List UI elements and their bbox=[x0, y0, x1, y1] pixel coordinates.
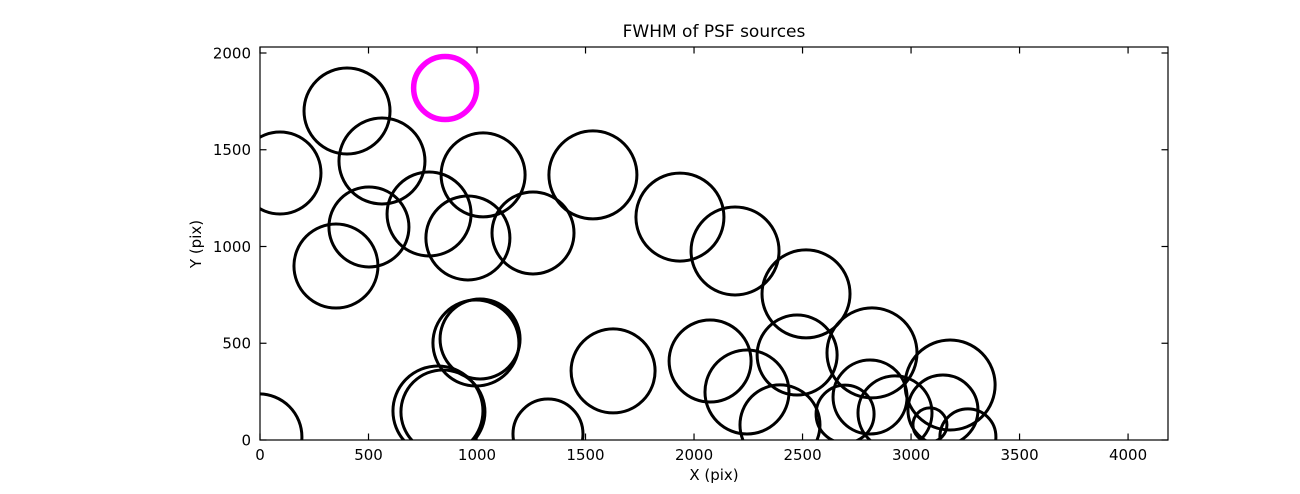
psf-source-circle bbox=[903, 338, 997, 432]
psf-source-circle bbox=[856, 374, 934, 440]
psf-source-circle bbox=[337, 116, 427, 206]
y-tick-label: 0 bbox=[241, 432, 251, 450]
psf-source-circle bbox=[814, 383, 876, 440]
psf-source-circle bbox=[547, 129, 639, 221]
psf-source-circle bbox=[569, 327, 657, 415]
y-axis-ticks bbox=[260, 52, 1168, 441]
x-tick-label: 3500 bbox=[1000, 446, 1038, 464]
psf-source-circle bbox=[260, 392, 304, 440]
psf-source-circle bbox=[511, 397, 585, 440]
x-tick-label: 1500 bbox=[566, 446, 604, 464]
x-axis-label: X (pix) bbox=[689, 466, 738, 484]
psf-source-circle bbox=[911, 406, 949, 440]
chart-title: FWHM of PSF sources bbox=[623, 22, 806, 42]
psf-source-circle bbox=[634, 171, 726, 263]
psf-source-circle bbox=[292, 222, 380, 310]
psf-source-circle bbox=[760, 248, 852, 340]
x-tick-label: 1000 bbox=[458, 446, 496, 464]
psf-source-circle bbox=[689, 205, 781, 297]
psf-sources-layer bbox=[260, 53, 998, 440]
psf-source-circle bbox=[938, 407, 998, 440]
y-axis-label: Y (pix) bbox=[187, 220, 205, 269]
x-tick-label: 2500 bbox=[783, 446, 821, 464]
psf-source-circle bbox=[302, 66, 392, 156]
psf-source-circle bbox=[667, 318, 753, 404]
psf-source-circle bbox=[490, 190, 576, 276]
psf-source-circle bbox=[439, 131, 527, 219]
psf-source-circle bbox=[703, 348, 791, 436]
x-tick-label: 2000 bbox=[675, 446, 713, 464]
y-axis-tick-labels: 0 500 1000 1500 2000 bbox=[213, 44, 251, 449]
y-tick-label: 1500 bbox=[213, 141, 251, 159]
psf-source-circle bbox=[327, 185, 411, 269]
x-tick-label: 4000 bbox=[1109, 446, 1147, 464]
psf-source-circle bbox=[260, 130, 323, 216]
y-tick-label: 500 bbox=[222, 335, 251, 353]
y-tick-label: 1000 bbox=[213, 238, 251, 256]
psf-source-circle bbox=[738, 383, 822, 440]
x-tick-label: 500 bbox=[354, 446, 383, 464]
x-axis-tick-labels: 0 500 1000 1500 2000 2500 3000 3500 4000 bbox=[255, 446, 1147, 464]
psf-source-circle bbox=[424, 194, 512, 282]
highlight-source-circle bbox=[410, 53, 480, 123]
x-tick-label: 3000 bbox=[892, 446, 930, 464]
psf-source-circle bbox=[755, 313, 839, 397]
axes-frame bbox=[259, 46, 1169, 441]
y-tick-label: 2000 bbox=[213, 44, 251, 62]
x-tick-label: 0 bbox=[255, 446, 265, 464]
psf-source-circle bbox=[438, 297, 522, 381]
